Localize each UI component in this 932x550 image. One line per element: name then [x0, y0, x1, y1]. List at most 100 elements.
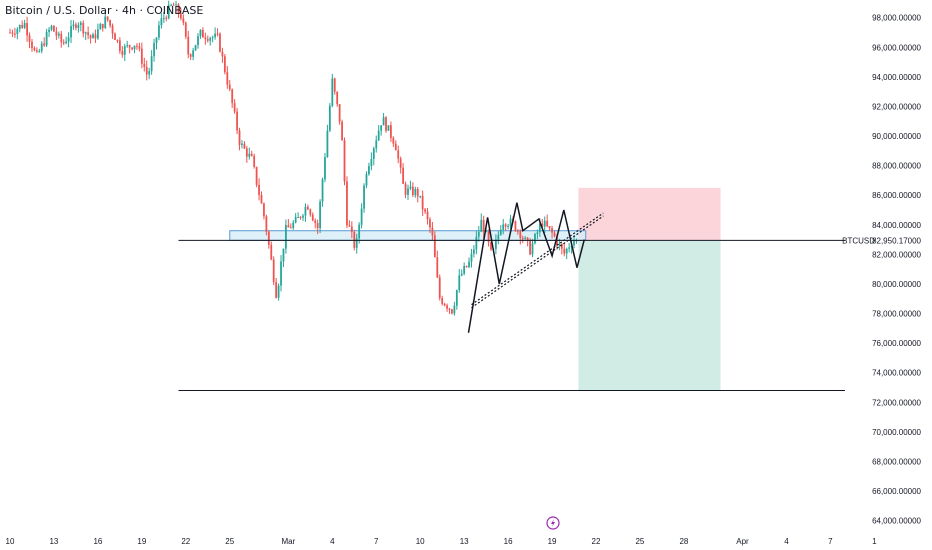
candle-body [429, 219, 431, 228]
candle-body [92, 34, 94, 39]
candle-body [358, 224, 361, 239]
time-tick-label: 4 [784, 537, 789, 546]
candle-body [223, 56, 226, 73]
candle-body [111, 25, 114, 34]
candle-body [426, 211, 429, 220]
candle-body [55, 31, 58, 36]
candle-body [38, 50, 41, 52]
candle-body [294, 217, 297, 223]
candle-body [553, 232, 556, 237]
candle-body [79, 22, 82, 25]
price-tick-label: 66,000.00000 [872, 487, 921, 496]
support-zone [229, 230, 587, 241]
price-tick-label: 68,000.00000 [872, 457, 921, 466]
candle-body [250, 153, 253, 156]
candle-body [228, 84, 231, 90]
time-tick-label: 13 [460, 537, 469, 546]
time-tick-label: 22 [181, 537, 190, 546]
candle-body [441, 298, 444, 304]
time-tick-label: 19 [548, 537, 557, 546]
candle-body [143, 63, 146, 67]
candle-body [490, 242, 492, 250]
price-tick-label: 86,000.00000 [872, 191, 921, 200]
candle-body [155, 37, 158, 43]
candle-body [516, 230, 519, 232]
candle-body [292, 222, 295, 228]
price-axis[interactable]: 98,000.00000 96,000.00000 94,000.00000 92,0… [842, 14, 921, 526]
candle-body [568, 247, 571, 249]
candle-body [314, 220, 317, 224]
candle-body [321, 179, 324, 202]
candle-body [451, 309, 453, 314]
candle-body [473, 249, 475, 254]
candle-body [201, 29, 204, 38]
candle-body [548, 226, 551, 229]
price-tick-label: 74,000.00000 [872, 369, 921, 378]
candle-body [219, 33, 221, 52]
drawing-zones [229, 187, 721, 391]
candle-body [311, 214, 314, 221]
candle-body [372, 148, 375, 159]
candle-body [109, 19, 112, 26]
candle-body [60, 33, 63, 43]
candle-body [211, 37, 214, 39]
candle-body [487, 231, 490, 243]
candle-body [275, 282, 278, 298]
candle-body [499, 229, 502, 235]
candle-body [140, 48, 143, 64]
candle-body [497, 234, 500, 240]
candle-body [170, 4, 173, 6]
candle-body [446, 305, 448, 309]
candle-body [260, 195, 263, 204]
candle-body [9, 32, 11, 34]
candle-body [368, 166, 370, 175]
candle-body [519, 230, 522, 239]
candle-body [177, 4, 180, 14]
candle-body [507, 225, 509, 227]
candle-body [158, 25, 160, 38]
candle-body [182, 18, 185, 23]
candle-body [448, 308, 451, 310]
candle-body [197, 36, 199, 46]
wedge-trendline-lower [471, 215, 604, 309]
candle-body [365, 174, 368, 186]
candle-body [375, 140, 378, 149]
candle-body [101, 23, 104, 28]
time-tick-label: 7 [374, 537, 379, 546]
candle-body [309, 209, 312, 215]
candle-body [21, 24, 24, 28]
candle-body [13, 33, 16, 35]
candle-body [419, 195, 422, 197]
candle-body [48, 29, 50, 32]
candle-body [529, 240, 531, 255]
candle-body [187, 36, 190, 55]
candle-body [333, 78, 336, 92]
candle-body [480, 219, 483, 232]
candle-body [270, 244, 273, 260]
candle-body [558, 243, 561, 246]
candle-body [267, 231, 270, 245]
candle-body [192, 50, 195, 57]
candle-body [199, 29, 202, 37]
candle-body [326, 130, 329, 158]
candle-body [477, 231, 480, 237]
candle-body [397, 150, 400, 159]
candle-body [180, 13, 182, 19]
candle-body [136, 45, 138, 47]
time-axis[interactable]: 10 13 16 19 22 25 Mar 4 7 10 13 16 19 22 25 28 Apr 4 7 1 [6, 537, 878, 546]
candle-body [431, 227, 434, 236]
candle-body [343, 140, 346, 182]
candle-body [460, 273, 463, 276]
candle-body [392, 137, 395, 144]
candle-body [184, 22, 187, 37]
candle-body [382, 117, 385, 126]
candle-body [502, 224, 505, 230]
time-tick-label: 28 [679, 537, 688, 546]
candle-body [407, 188, 409, 195]
candle-body [194, 45, 197, 51]
candle-body [414, 188, 417, 196]
candle-body [245, 148, 248, 157]
time-tick-label: 10 [416, 537, 425, 546]
candle-body [263, 203, 265, 217]
